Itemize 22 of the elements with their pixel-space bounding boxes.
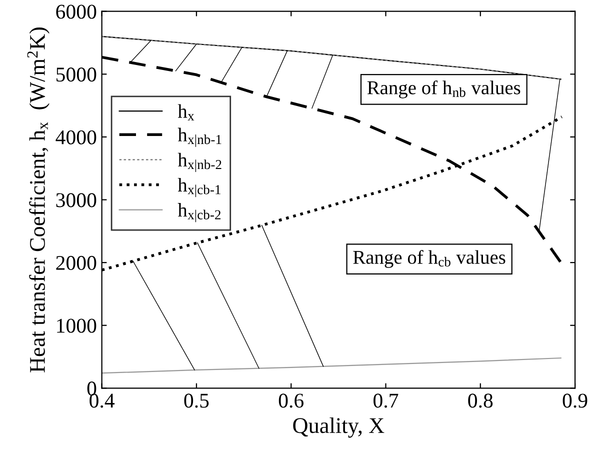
legend-label: h$_{x|nb-2}$ (178, 152, 222, 172)
y-tick-label: 3000 (56, 193, 96, 208)
y-tick-label: 0 (87, 382, 96, 396)
annotation: Range of h$_{nb}$ values (367, 80, 520, 98)
y-tick-label: 2000 (56, 256, 96, 270)
x-tick-label: 0.9 (562, 394, 588, 408)
x-tick-label: 0.6 (278, 394, 304, 408)
legend-label: h$_{x|nb-1}$ (178, 128, 222, 147)
x-tick-label: 0.8 (468, 394, 493, 408)
x-tick-label: 0.7 (374, 394, 398, 408)
y-tick-label: 1000 (57, 318, 96, 333)
legend-label: h$_{x}$ (178, 104, 194, 120)
y-axis-title: Heat transfer Coefficient, h$_{x}$ (W/m$^{2}$K) (27, 28, 50, 372)
legend-label: h$_{x|cb-2}$ (178, 203, 221, 222)
x-axis-title: Quality, X (293, 417, 384, 438)
y-tick-label: 4000 (56, 130, 96, 144)
y-tick-label: 5000 (56, 68, 96, 82)
annotation: Range of h$_{cb}$ values (353, 250, 506, 268)
x-tick-label: 0.4 (90, 394, 115, 408)
x-tick-label: 0.5 (184, 394, 209, 408)
legend-label: h$_{x|cb-1}$ (178, 178, 220, 198)
y-tick-label: 6000 (56, 4, 96, 19)
